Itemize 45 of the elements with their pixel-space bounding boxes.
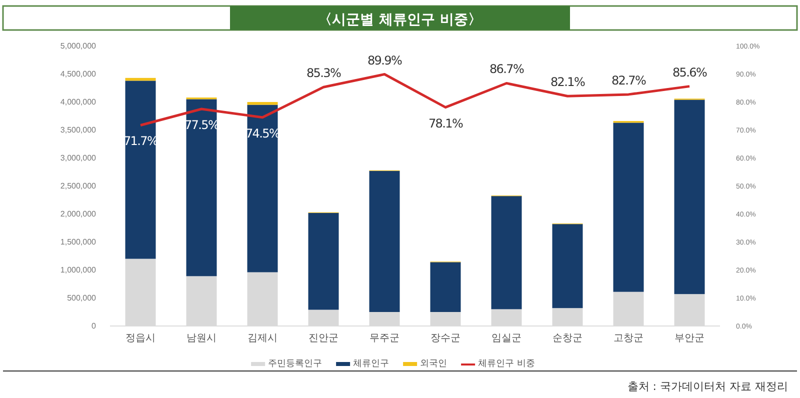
- data-label: 82.1%: [550, 75, 585, 90]
- y-tick-label: 1,500,000: [60, 238, 97, 247]
- x-tick-label: 정읍시: [126, 333, 156, 344]
- bar: [491, 196, 522, 310]
- legend-label: 주민등록인구: [268, 359, 322, 369]
- y-tick-label: 500,000: [67, 294, 97, 303]
- x-tick-label: 남원시: [186, 333, 216, 344]
- x-tick-label: 진안군: [308, 333, 338, 344]
- x-tick-label: 무주군: [370, 333, 400, 344]
- legend-label: 체류인구: [353, 359, 390, 369]
- source-note: 출처 : 국가데이터처 자료 재정리: [627, 380, 788, 393]
- y-tick-label: 4,500,000: [60, 70, 97, 79]
- x-tick-label: 고창군: [614, 333, 644, 344]
- x-tick-label: 임실군: [492, 333, 522, 344]
- x-tick-label: 장수군: [430, 333, 460, 344]
- bar: [247, 102, 278, 105]
- data-label: 82.7%: [611, 73, 646, 88]
- bar: [613, 122, 644, 292]
- bar: [125, 80, 156, 259]
- data-label: 89.9%: [367, 53, 402, 68]
- data-label: 86.7%: [489, 62, 524, 76]
- bar: [247, 104, 278, 272]
- y-tick-label: 4,000,000: [60, 98, 97, 107]
- y-tick-label: 1,000,000: [60, 266, 97, 275]
- y-tick-label: 3,500,000: [60, 126, 97, 135]
- y-tick-label: 5,000,000: [60, 42, 97, 51]
- chart-title: 〈시군별 체류인구 비중〉: [318, 12, 482, 28]
- data-label: 78.1%: [428, 116, 463, 130]
- legend-label: 체류인구 비중: [478, 359, 535, 369]
- bar: [308, 212, 339, 310]
- data-label: 85.6%: [672, 65, 707, 80]
- bar: [674, 100, 705, 294]
- y-tick-label: 2,500,000: [60, 182, 97, 191]
- y-tick-label: 2,000,000: [60, 210, 97, 219]
- data-label: 85.3%: [306, 66, 341, 80]
- x-tick-label: 순창군: [552, 333, 582, 344]
- bar: [369, 170, 400, 312]
- y-tick-label: 3,000,000: [60, 154, 97, 163]
- x-tick-label: 김제시: [248, 333, 278, 344]
- x-tick-label: 부안군: [674, 333, 704, 344]
- bar: [552, 224, 583, 308]
- bar: [430, 262, 461, 312]
- legend-label: 외국인: [420, 359, 448, 369]
- bar: [186, 99, 217, 276]
- y-tick-label: 0: [92, 322, 97, 331]
